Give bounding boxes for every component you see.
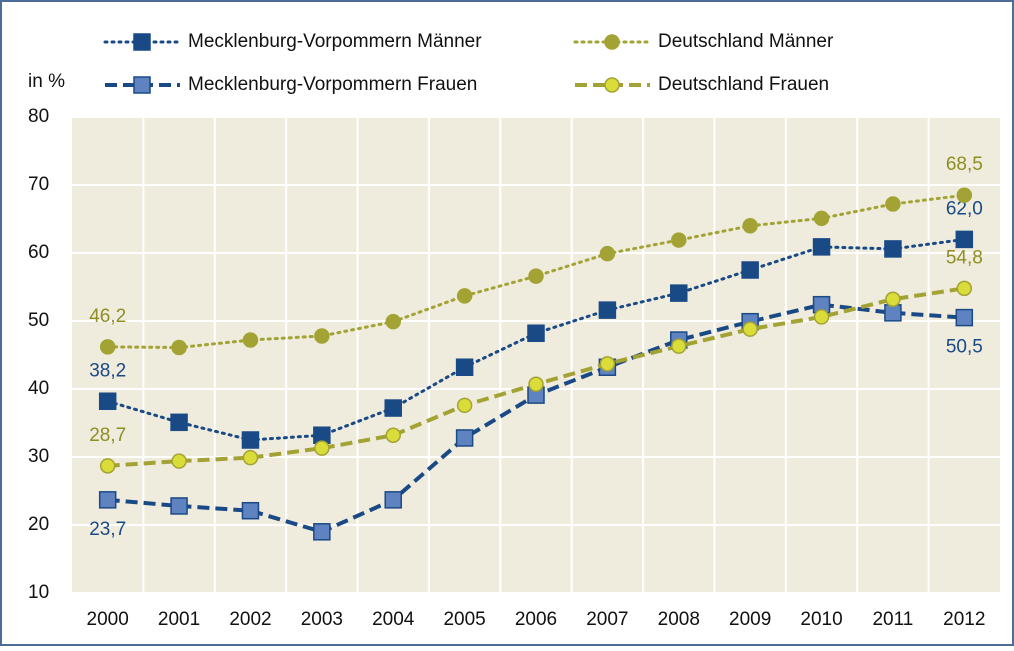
plot-area <box>72 117 1000 593</box>
data-point <box>528 268 544 284</box>
data-point <box>384 491 402 509</box>
data-point <box>456 397 473 414</box>
legend-marker <box>133 33 151 51</box>
x-tick-label: 2009 <box>729 609 771 630</box>
data-point <box>241 431 260 449</box>
data-point <box>99 339 116 355</box>
data-label: 50,5 <box>946 337 983 358</box>
y-tick-label: 30 <box>28 446 49 467</box>
legend-label: Deutschland Frauen <box>658 74 829 95</box>
data-point <box>742 321 758 337</box>
y-tick-label: 80 <box>28 106 49 127</box>
data-point <box>313 523 331 541</box>
legend-marker <box>604 34 620 50</box>
data-label: 28,7 <box>89 425 126 446</box>
data-point <box>314 440 330 456</box>
y-tick-label: 70 <box>28 174 49 195</box>
y-tick-label: 40 <box>28 378 49 399</box>
data-point <box>527 324 545 342</box>
data-point <box>384 399 402 417</box>
x-tick-label: 2008 <box>658 609 700 630</box>
data-label: 38,2 <box>89 360 126 381</box>
data-point <box>812 238 831 256</box>
y-tick-label: 60 <box>28 242 49 263</box>
x-tick-label: 2007 <box>586 609 628 630</box>
x-tick-label: 2003 <box>301 609 343 630</box>
data-point <box>98 392 117 410</box>
x-tick-label: 2001 <box>158 609 200 630</box>
data-point <box>884 304 902 322</box>
x-tick-label: 2004 <box>372 609 415 630</box>
data-point <box>98 491 117 509</box>
data-point <box>170 497 188 515</box>
data-point <box>598 301 617 319</box>
x-tick-label: 2006 <box>515 609 557 630</box>
data-label: 23,7 <box>89 519 126 540</box>
legend-label: Deutschland Männer <box>658 31 834 52</box>
y-tick-label: 50 <box>28 310 49 331</box>
data-point <box>955 230 974 249</box>
data-point <box>528 376 544 392</box>
data-label: 62,0 <box>946 198 983 219</box>
y-axis-label: in % <box>28 71 65 92</box>
legend-marker <box>133 76 151 94</box>
data-point <box>741 261 759 279</box>
data-point <box>884 240 902 258</box>
x-tick-label: 2000 <box>87 609 129 630</box>
data-point <box>956 187 973 203</box>
data-point <box>885 196 901 212</box>
data-point <box>742 218 758 234</box>
data-point <box>171 339 187 356</box>
data-point <box>455 358 474 376</box>
data-point <box>385 427 401 443</box>
data-point <box>813 309 830 325</box>
data-point <box>599 356 616 372</box>
data-label: 54,8 <box>946 247 983 268</box>
data-point <box>385 313 401 330</box>
legend-label: Mecklenburg-Vorpommern Frauen <box>188 74 477 95</box>
data-point <box>885 291 901 307</box>
x-tick-label: 2002 <box>229 609 271 630</box>
y-tick-label: 20 <box>28 514 49 535</box>
data-point <box>455 429 474 447</box>
data-point <box>171 453 187 469</box>
data-point <box>242 332 259 348</box>
data-point <box>314 328 330 344</box>
x-tick-label: 2011 <box>872 609 913 630</box>
data-point <box>599 245 616 262</box>
data-point <box>456 288 473 304</box>
data-point <box>671 338 687 354</box>
x-tick-label: 2010 <box>800 609 842 630</box>
data-point <box>241 501 260 520</box>
legend-marker <box>604 77 620 93</box>
data-point <box>956 280 973 297</box>
data-point <box>170 413 188 432</box>
data-point <box>99 458 116 474</box>
legend-label: Mecklenburg-Vorpommern Männer <box>188 31 482 52</box>
x-tick-label: 2005 <box>443 609 485 630</box>
data-label: 46,2 <box>89 306 126 327</box>
data-point <box>671 232 687 248</box>
data-label: 68,5 <box>946 154 983 175</box>
data-point <box>813 210 830 227</box>
y-tick-label: 10 <box>28 582 49 603</box>
data-point <box>242 449 259 466</box>
data-point <box>955 308 974 327</box>
data-point <box>670 284 688 302</box>
x-tick-label: 2012 <box>943 609 985 630</box>
